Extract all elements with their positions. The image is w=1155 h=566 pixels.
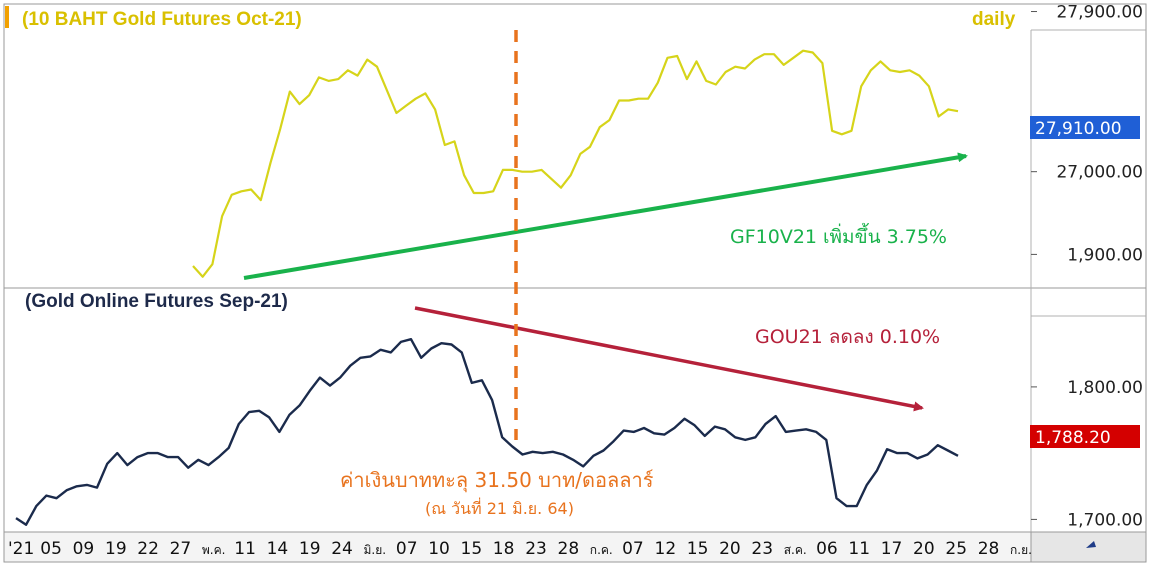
bottom-panel-title: (Gold Online Futures Sep-21) <box>25 291 288 312</box>
date-axis-day-label: 15 <box>461 539 483 559</box>
bottom-series-line-gou21 <box>15 338 959 526</box>
date-axis-day-label: 28 <box>558 539 580 559</box>
downtrend-arrow <box>414 306 924 412</box>
date-axis-day-label: 15 <box>687 539 709 559</box>
title-marker <box>5 6 9 28</box>
date-axis-day-label: 19 <box>105 539 127 559</box>
date-axis-day-label: 19 <box>299 539 321 559</box>
date-axis-month-label: ส.ค. <box>784 543 807 557</box>
date-axis-month-label: พ.ค. <box>202 543 226 557</box>
date-axis-day-label: 22 <box>137 539 159 559</box>
bottom-last-price: 1,788.20 <box>1035 428 1111 448</box>
scroll-arrow-icon[interactable] <box>1086 541 1096 548</box>
date-axis-day-label: 11 <box>234 539 256 559</box>
date-axis-day-label: 07 <box>396 539 418 559</box>
date-axis-day-label: 24 <box>331 539 353 559</box>
date-axis-day-label: 25 <box>945 539 967 559</box>
date-axis-labels: '21 05 09 19 22 27 พ.ค. 11 14 19 24 มิ.ย. 07 10 15 18 23… <box>8 539 1032 559</box>
bottom-last-price-badge <box>1030 425 1140 448</box>
bottom-y-tick-label: 1,700.00 <box>1067 510 1143 530</box>
date-axis-day-label: 12 <box>655 539 677 559</box>
top-last-price-badge <box>1030 116 1140 139</box>
gou-trend-annotation: GOU21 ลดลง 0.10% <box>755 326 940 348</box>
date-axis-month-label: มิ.ย. <box>364 543 387 557</box>
gf-trend-annotation: GF10V21 เพิ่มขึ้น 3.75% <box>730 223 947 248</box>
date-axis-day-label: 11 <box>848 539 870 559</box>
date-axis-day-label: 23 <box>525 539 547 559</box>
fx-annotation-line1: ค่าเงินบาททะลุ 31.50 บาท/ดอลลาร์ <box>340 468 654 493</box>
date-axis-day-label: 20 <box>719 539 741 559</box>
date-axis-day-label: 20 <box>913 539 935 559</box>
date-axis-month-label: ก.ค. <box>590 543 613 557</box>
top-last-price: 27,910.00 <box>1035 119 1122 139</box>
date-axis-day-label: 28 <box>978 539 1000 559</box>
fx-annotation-line2: (ณ วันที่ 21 มิ.ย. 64) <box>425 497 574 518</box>
uptrend-arrow <box>243 152 968 280</box>
top-panel-title: (10 BAHT Gold Futures Oct-21) <box>22 9 302 30</box>
top-series-layer <box>192 49 959 278</box>
date-axis-month-label: ก.ย. <box>1010 543 1032 557</box>
date-axis-strip <box>3 531 1147 563</box>
date-axis-day-label: 23 <box>751 539 773 559</box>
top-y-axis: 27,000.00 27,900.00 <box>1031 3 1143 183</box>
date-axis-day-label: 05 <box>40 539 62 559</box>
top-y-tick-label: 27,900.00 <box>1056 3 1143 23</box>
bottom-y-axis: 1,700.00 1,800.00 1,900.00 <box>1031 245 1143 530</box>
top-series-line-gf10v21 <box>192 49 959 278</box>
date-axis-day-label: 09 <box>73 539 95 559</box>
timeframe-label: daily <box>972 9 1016 30</box>
bottom-series-layer <box>15 338 959 526</box>
date-axis-day-label: 18 <box>493 539 515 559</box>
date-axis-day-label: 10 <box>428 539 450 559</box>
bottom-y-tick-label: 1,800.00 <box>1067 378 1143 398</box>
date-axis-day-label: 27 <box>170 539 192 559</box>
bottom-y-tick-label: 1,900.00 <box>1067 245 1143 265</box>
date-axis-day-label: 17 <box>881 539 903 559</box>
date-axis-day-label: '21 <box>8 539 34 559</box>
date-axis-day-label: 06 <box>816 539 838 559</box>
date-axis-day-label: 07 <box>622 539 644 559</box>
date-axis-day-label: 14 <box>267 539 289 559</box>
top-y-tick-label: 27,000.00 <box>1056 163 1143 183</box>
